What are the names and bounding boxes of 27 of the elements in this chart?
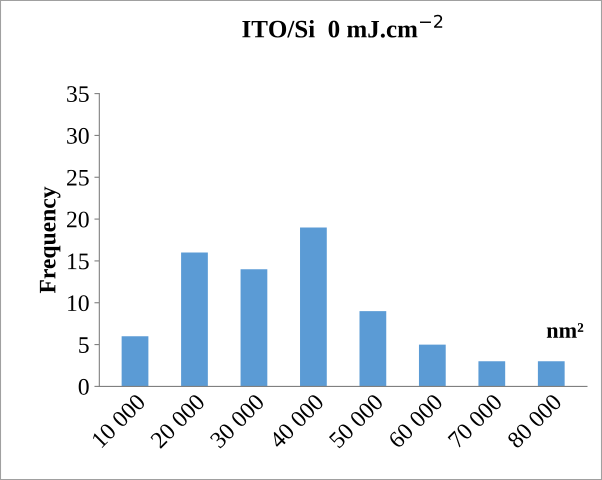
y-tick-label: 15 [68, 254, 89, 270]
bar [538, 361, 565, 386]
y-tick-label: 30 [67, 128, 89, 144]
x-tick-label: 80 000 [506, 393, 562, 449]
x-tick-label: 50 000 [328, 393, 384, 449]
bar [122, 336, 148, 386]
annotation: nm² [546, 323, 584, 338]
y-tick-label: 25 [67, 170, 89, 186]
x-tick-label: 60 000 [388, 393, 444, 449]
y-tick-label: 20 [67, 212, 89, 228]
y-tick-label: 0 [78, 378, 89, 395]
bar [478, 361, 506, 386]
bar [240, 269, 268, 386]
x-tick-label: 30 000 [209, 393, 266, 449]
chart-title: ITO/Si 0 mJ.cm$^{−2}$ [242, 14, 442, 38]
y-axis-title: Frequency [40, 186, 60, 294]
y-tick-label: 10 [68, 295, 89, 312]
bar [300, 227, 327, 386]
x-tick-label: 20 000 [150, 393, 206, 449]
y-tick-label: 5 [79, 337, 89, 353]
x-tick-label: 10 000 [91, 393, 146, 448]
y-tick-label: 35 [67, 86, 89, 102]
x-tick-label: 70 000 [447, 393, 503, 449]
x-tick-label: 40 000 [268, 393, 325, 450]
bar [418, 344, 446, 386]
bar [181, 252, 208, 386]
bar [359, 311, 386, 386]
